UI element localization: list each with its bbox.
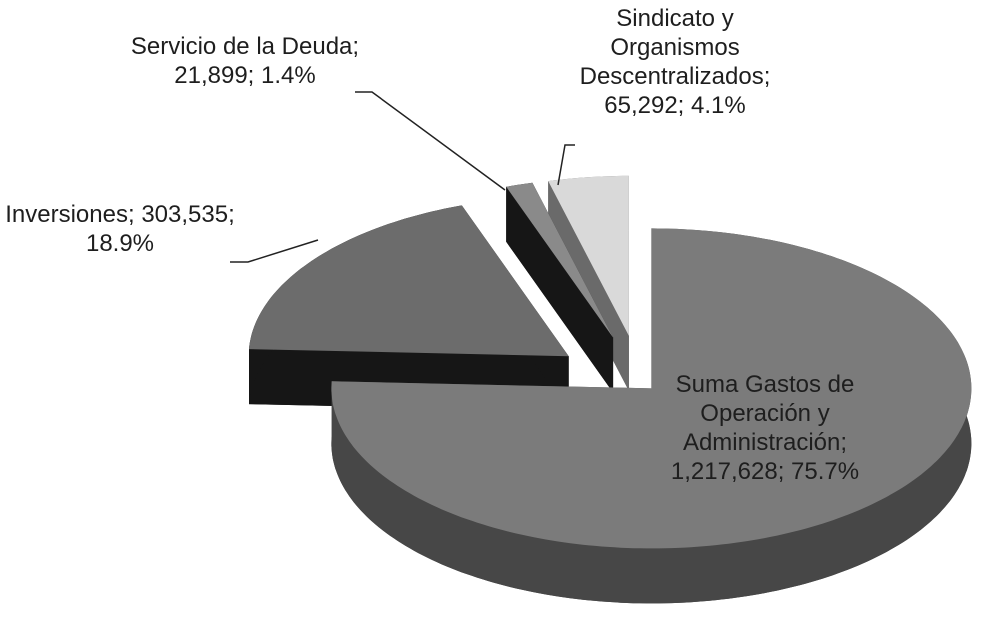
label-part: ; <box>228 201 235 228</box>
leader-line <box>557 144 575 186</box>
slice <box>506 182 614 338</box>
label-part: ; <box>247 62 262 89</box>
label-part: 18.9% <box>85 230 155 257</box>
slice <box>249 205 569 357</box>
leader-line <box>230 239 319 263</box>
label-part: Suma Gastos de Operación y Administració… <box>675 371 855 456</box>
slice <box>548 175 629 336</box>
label-part: ; <box>127 201 142 228</box>
slice-label: Sindicato y Organismos Descentralizados;… <box>550 4 800 120</box>
label-part: ; <box>763 63 771 90</box>
label-part: 65,292 <box>604 92 678 119</box>
slice-label: Suma Gastos de Operación y Administració… <box>630 370 900 486</box>
label-part: ; <box>777 458 792 485</box>
label-part: 21,899 <box>174 62 248 89</box>
label-part: Sindicato y Organismos Descentralizados <box>579 5 764 90</box>
label-part: 75.7% <box>791 458 860 485</box>
label-part: 4.1% <box>691 92 746 119</box>
label-part: 1.4% <box>261 62 316 89</box>
label-part: 303,535 <box>141 201 229 228</box>
label-part: ; <box>677 92 692 119</box>
label-part: ; <box>840 429 848 456</box>
label-part: Inversiones <box>5 201 128 228</box>
slice-label: Inversiones; 303,535; 18.9% <box>0 200 240 258</box>
label-part: Servicio de la Deuda <box>130 33 353 60</box>
slices <box>249 175 972 604</box>
slice <box>331 228 972 549</box>
leader-line <box>355 91 506 191</box>
slice-label: Servicio de la Deuda; 21,899; 1.4% <box>130 32 360 90</box>
label-part: ; <box>352 33 360 60</box>
label-part: 1,217,628 <box>670 458 778 485</box>
